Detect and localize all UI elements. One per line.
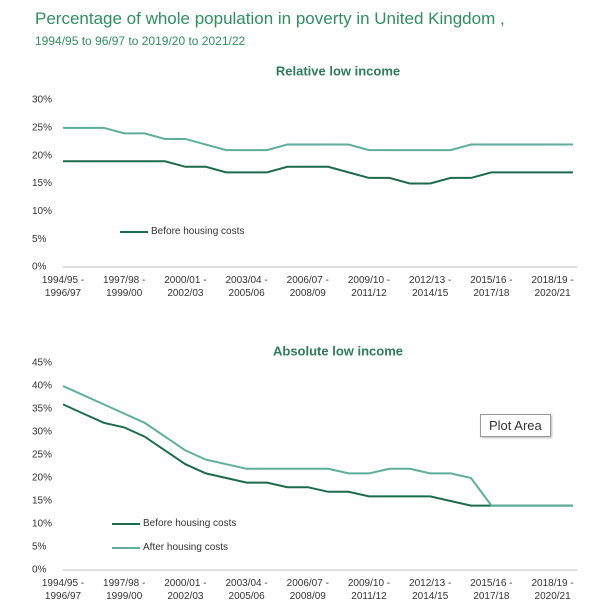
x-tick-label: 2012/13 - 2014/15 [409, 275, 452, 299]
legend-label: After housing costs [143, 542, 229, 553]
y-tick-label: 20% [32, 150, 52, 161]
y-tick-label: 0% [32, 262, 47, 273]
y-tick-label: 5% [32, 234, 47, 245]
y-tick-label: 40% [32, 381, 52, 392]
x-tick-label: 1994/95 - 1996/97 [41, 275, 85, 299]
x-tick-label: 1994/95 - 1996/97 [41, 578, 85, 602]
x-tick-label: 1997/98 - 1999/00 [103, 578, 146, 602]
line [63, 126, 573, 152]
x-tick-label: 2009/10 - 2011/12 [347, 578, 391, 602]
legend-label: Before housing costs [143, 518, 237, 529]
y-tick-label: 10% [32, 206, 52, 217]
y-tick-label: 35% [32, 404, 52, 415]
legend-label: Before housing costs [151, 226, 245, 237]
y-tick-label: 45% [32, 358, 52, 369]
x-tick-label: 2003/04 - 2005/06 [225, 275, 268, 299]
y-tick-label: 0% [32, 565, 47, 576]
chart-title: Absolute low income [273, 343, 403, 358]
y-tick-label: 10% [32, 519, 52, 530]
page-title: Percentage of whole population in povert… [35, 9, 505, 28]
x-tick-label: 2003/04 - 2005/06 [225, 578, 268, 602]
x-tick-label: 2015/16 - 2017/18 [470, 275, 513, 299]
y-tick-label: 15% [32, 496, 52, 507]
y-tick-label: 15% [32, 178, 52, 189]
x-tick-label: 2018/19 - 2020/21 [531, 275, 574, 299]
x-tick-label: 2006/07 - 2008/09 [286, 578, 329, 602]
line [63, 160, 573, 185]
x-tick-label: 2018/19 - 2020/21 [531, 578, 574, 602]
y-tick-label: 30% [32, 427, 52, 438]
line [62, 403, 573, 507]
y-tick-label: 20% [32, 473, 52, 484]
x-tick-label: 2006/07 - 2008/09 [286, 275, 329, 299]
tooltip: Plot Area [480, 414, 551, 437]
y-tick-label: 25% [32, 450, 52, 461]
page-subtitle: 1994/95 to 96/97 to 2019/20 to 2021/22 [35, 34, 246, 48]
y-tick-label: 25% [32, 122, 52, 133]
x-tick-label: 2000/01 - 2002/03 [164, 275, 207, 299]
x-tick-label: 2009/10 - 2011/12 [347, 275, 391, 299]
y-tick-label: 5% [32, 542, 47, 553]
x-tick-label: 2012/13 - 2014/15 [409, 578, 452, 602]
x-tick-label: 1997/98 - 1999/00 [103, 275, 146, 299]
chart-title: Relative low income [276, 63, 400, 78]
line [62, 385, 573, 507]
y-tick-label: 30% [32, 95, 52, 106]
x-tick-label: 2015/16 - 2017/18 [470, 578, 513, 602]
x-tick-label: 2000/01 - 2002/03 [164, 578, 207, 602]
